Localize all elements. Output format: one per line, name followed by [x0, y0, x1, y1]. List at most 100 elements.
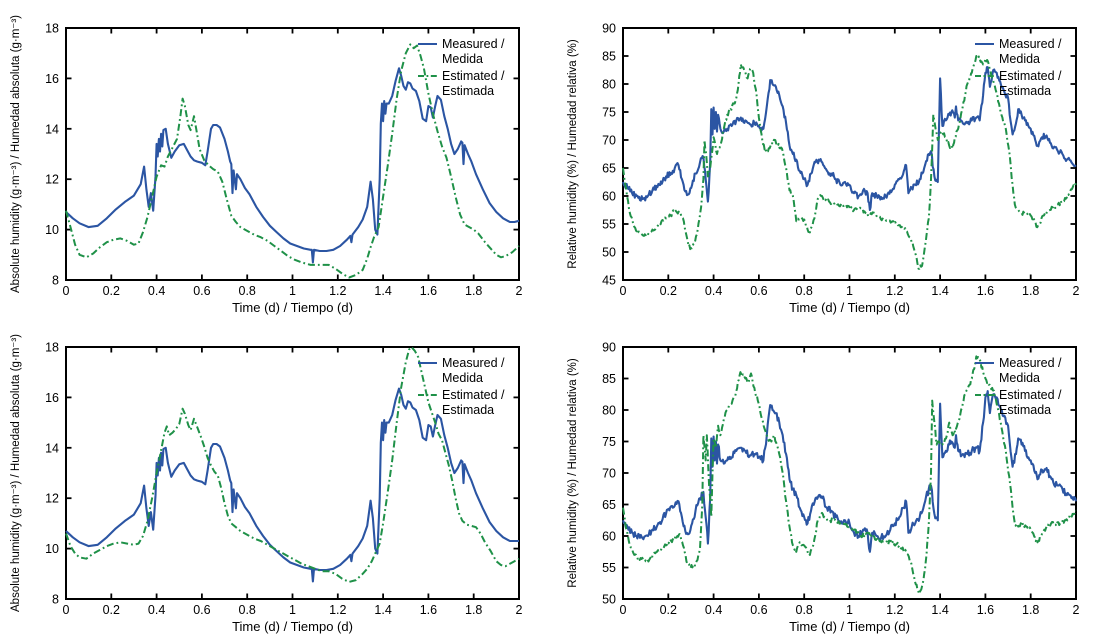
chart-svg-top-left: 0 0.2 0.4 0.6 0.8 1 1.2 1.4 1.6 1.8 2 8 10 12 14 16 18 Ti… [10, 15, 523, 315]
x-tick-label: 0.2 [660, 284, 677, 298]
x-tick-label: 0.4 [148, 284, 165, 298]
x-tick-label: 2 [1073, 603, 1080, 617]
x-tick-label: 0.6 [193, 284, 210, 298]
series-line-measured [622, 66, 1077, 212]
legend-label: Estimada [442, 403, 494, 417]
x-tick-label: 1.2 [886, 284, 903, 298]
series-line-estimated [622, 355, 1077, 595]
legend-entry-estimated: Estimated /Estimada [418, 388, 505, 417]
x-tick-label: 0.2 [103, 284, 120, 298]
y-tick-label: 12 [45, 173, 59, 187]
x-tick-label: 0 [620, 284, 627, 298]
y-tick-label: 55 [602, 218, 616, 232]
chart-panel-top-left: 0 0.2 0.4 0.6 0.8 1 1.2 1.4 1.6 1.8 2 8 10 12 14 16 18 Ti… [0, 0, 557, 319]
x-tick-label: 0.4 [705, 284, 722, 298]
legend-label: Estimada [442, 84, 494, 98]
x-tick-label: 0.6 [193, 603, 210, 617]
chart-panel-top-right: 0 0.2 0.4 0.6 0.8 1 1.2 1.4 1.6 1.8 2 45 50 55 60 65 70 7… [557, 0, 1114, 319]
legend-label: Medida [442, 371, 483, 385]
y-tick-label: 14 [45, 441, 59, 455]
y-tick-label: 75 [602, 106, 616, 120]
y-axis-label: Relative humidity (%) / Humedad relativa… [567, 39, 579, 269]
y-tick-label: 50 [602, 246, 616, 260]
y-tick-label: 85 [602, 372, 616, 386]
legend-label: Medida [442, 52, 483, 66]
y-tick-label: 55 [602, 561, 616, 575]
y-tick-label: 75 [602, 435, 616, 449]
legend-label: Estimada [999, 84, 1051, 98]
y-tick-label: 10 [45, 542, 59, 556]
x-tick-label: 1.4 [374, 603, 391, 617]
y-tick-label: 10 [45, 223, 59, 237]
y-tick-label: 16 [45, 72, 59, 86]
legend-entry-measured: Measured /Medida [418, 37, 505, 66]
y-axis-label: Absolute humidity (g·m⁻³) / Humedad abso… [10, 334, 22, 612]
x-tick-label: 1.6 [420, 603, 437, 617]
x-tick-label: 1.2 [329, 284, 346, 298]
y-tick-label: 85 [602, 50, 616, 64]
y-tick-label: 80 [602, 78, 616, 92]
chart-panel-bottom-left: 0 0.2 0.4 0.6 0.8 1 1.2 1.4 1.6 1.8 2 8 10 12 14 16 18 Ti… [0, 319, 557, 638]
x-tick-label: 1.6 [977, 284, 994, 298]
x-tick-label: 1.4 [931, 603, 948, 617]
series-line-estimated [622, 55, 1077, 270]
x-tick-label: 0.8 [796, 603, 813, 617]
y-tick-label: 60 [602, 190, 616, 204]
legend-label: Measured / [442, 356, 505, 370]
x-tick-label: 1.4 [374, 284, 391, 298]
y-tick-label: 70 [602, 467, 616, 481]
legend-entry-estimated: Estimated /Estimada [418, 69, 505, 98]
x-tick-label: 0.8 [796, 284, 813, 298]
y-tick-label: 14 [45, 122, 59, 136]
series-line-estimated [65, 43, 520, 279]
x-tick-label: 2 [516, 603, 523, 617]
x-tick-label: 0.4 [705, 603, 722, 617]
y-tick-label: 16 [45, 391, 59, 405]
legend-label: Medida [999, 52, 1040, 66]
legend-label: Estimated / [442, 69, 505, 83]
x-tick-label: 0 [63, 284, 70, 298]
x-tick-label: 0.8 [239, 284, 256, 298]
y-tick-label: 45 [602, 274, 616, 288]
x-tick-label: 0.2 [103, 603, 120, 617]
series-line-estimated [65, 346, 520, 583]
legend-entry-measured: Measured /Medida [418, 356, 505, 385]
x-tick-label: 0.6 [750, 284, 767, 298]
y-axis-label: Absolute humidity (g·m⁻³) / Humedad abso… [10, 15, 22, 293]
y-tick-label: 8 [52, 593, 59, 607]
x-tick-label: 2 [516, 284, 523, 298]
x-axis-label: Time (d) / Tiempo (d) [789, 619, 910, 634]
y-tick-label: 60 [602, 530, 616, 544]
legend-label: Measured / [999, 356, 1062, 370]
x-tick-label: 0 [63, 603, 70, 617]
legend-label: Estimada [999, 403, 1051, 417]
x-tick-label: 1 [289, 284, 296, 298]
x-tick-label: 1.6 [977, 603, 994, 617]
y-tick-label: 90 [602, 341, 616, 355]
legend-label: Measured / [999, 37, 1062, 51]
legend-entry-estimated: Estimated /Estimada [975, 388, 1062, 417]
x-tick-label: 1 [846, 603, 853, 617]
legend-label: Estimated / [442, 388, 505, 402]
chart-panel-bottom-right: 0 0.2 0.4 0.6 0.8 1 1.2 1.4 1.6 1.8 2 50 55 60 65 70 75 8… [557, 319, 1114, 638]
y-tick-label: 65 [602, 498, 616, 512]
y-tick-label: 12 [45, 492, 59, 506]
legend-entry-measured: Measured /Medida [975, 37, 1062, 66]
x-tick-label: 2 [1073, 284, 1080, 298]
y-tick-label: 18 [45, 341, 59, 355]
y-tick-label: 65 [602, 162, 616, 176]
x-tick-label: 0 [620, 603, 627, 617]
y-axis-label: Relative humidity (%) / Humedad relativa… [567, 358, 579, 588]
y-tick-label: 80 [602, 404, 616, 418]
x-tick-label: 1.8 [1022, 603, 1039, 617]
y-tick-label: 18 [45, 22, 59, 36]
x-tick-label: 1.8 [1022, 284, 1039, 298]
x-tick-label: 1.2 [886, 603, 903, 617]
legend-entry-estimated: Estimated /Estimada [975, 69, 1062, 98]
x-axis-label: Time (d) / Tiempo (d) [789, 300, 910, 315]
y-tick-label: 8 [52, 274, 59, 288]
x-tick-label: 1 [289, 603, 296, 617]
x-tick-label: 1.4 [931, 284, 948, 298]
legend-label: Measured / [442, 37, 505, 51]
